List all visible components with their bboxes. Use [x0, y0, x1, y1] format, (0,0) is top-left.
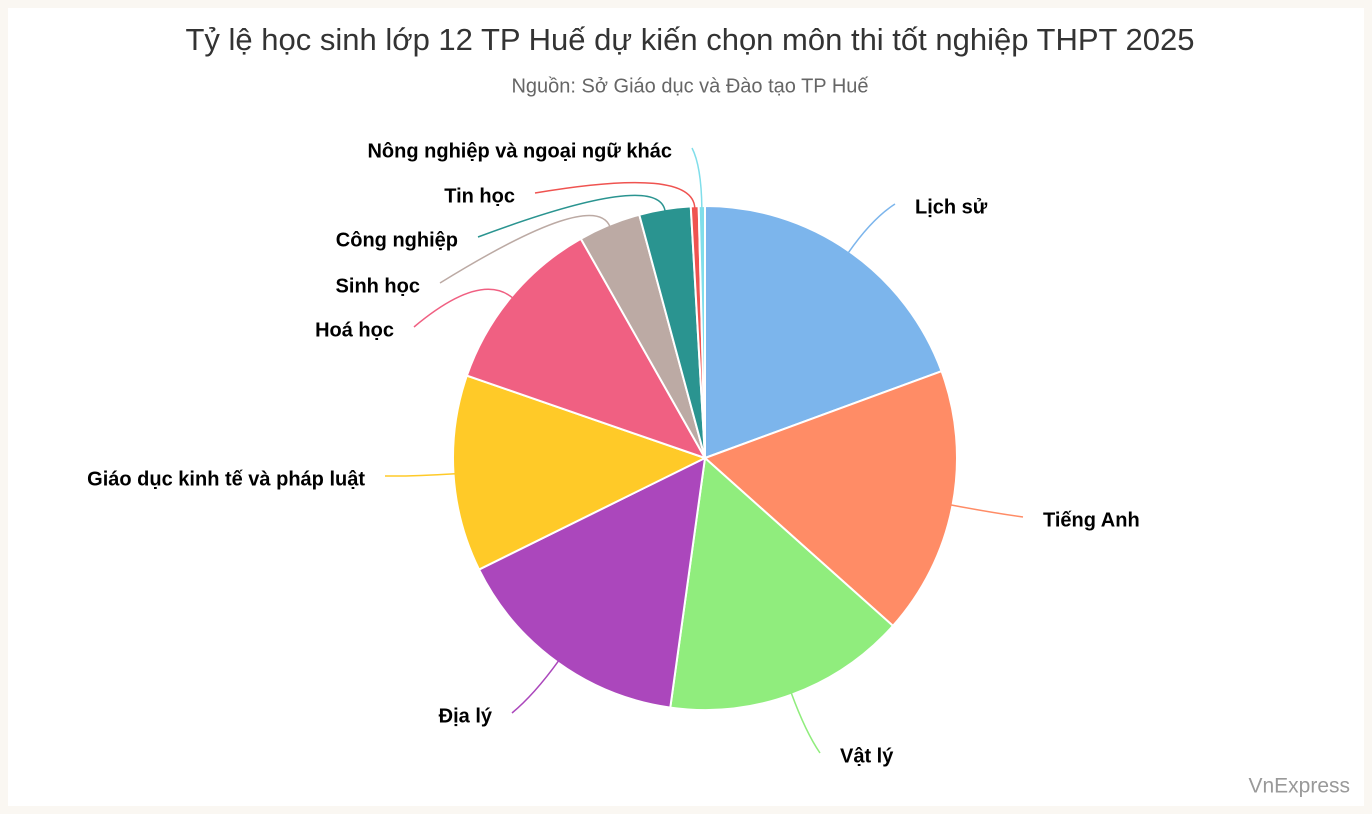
- slice-label: Vật lý: [840, 745, 894, 767]
- slice-label: Hoá học: [315, 319, 394, 341]
- chart-subtitle: Nguồn: Sở Giáo dục và Đào tạo TP Huế: [511, 75, 868, 97]
- credit: VnExpress: [1248, 775, 1350, 798]
- connector: [950, 504, 1024, 518]
- slice-label: Sinh học: [336, 275, 420, 297]
- connector: [384, 472, 456, 477]
- connector: [691, 147, 703, 209]
- chart-title: Tỷ lệ học sinh lớp 12 TP Huế dự kiến chọ…: [186, 22, 1195, 57]
- connector: [439, 214, 611, 284]
- slice-label: Giáo dục kinh tế và pháp luật: [87, 468, 365, 490]
- slice-label: Lịch sử: [915, 196, 988, 218]
- connector: [511, 660, 560, 714]
- slice-label: Nông nghiệp và ngoại ngữ khác: [367, 140, 672, 162]
- connector: [790, 692, 821, 754]
- connector: [477, 194, 666, 238]
- connector: [847, 203, 896, 254]
- slice-label: Tin học: [444, 185, 515, 207]
- connector: [534, 181, 696, 209]
- slice-label: Địa lý: [439, 705, 493, 727]
- slice-label: Công nghiệp: [336, 229, 458, 251]
- slice-label: Tiếng Anh: [1043, 509, 1140, 531]
- connector: [413, 288, 514, 328]
